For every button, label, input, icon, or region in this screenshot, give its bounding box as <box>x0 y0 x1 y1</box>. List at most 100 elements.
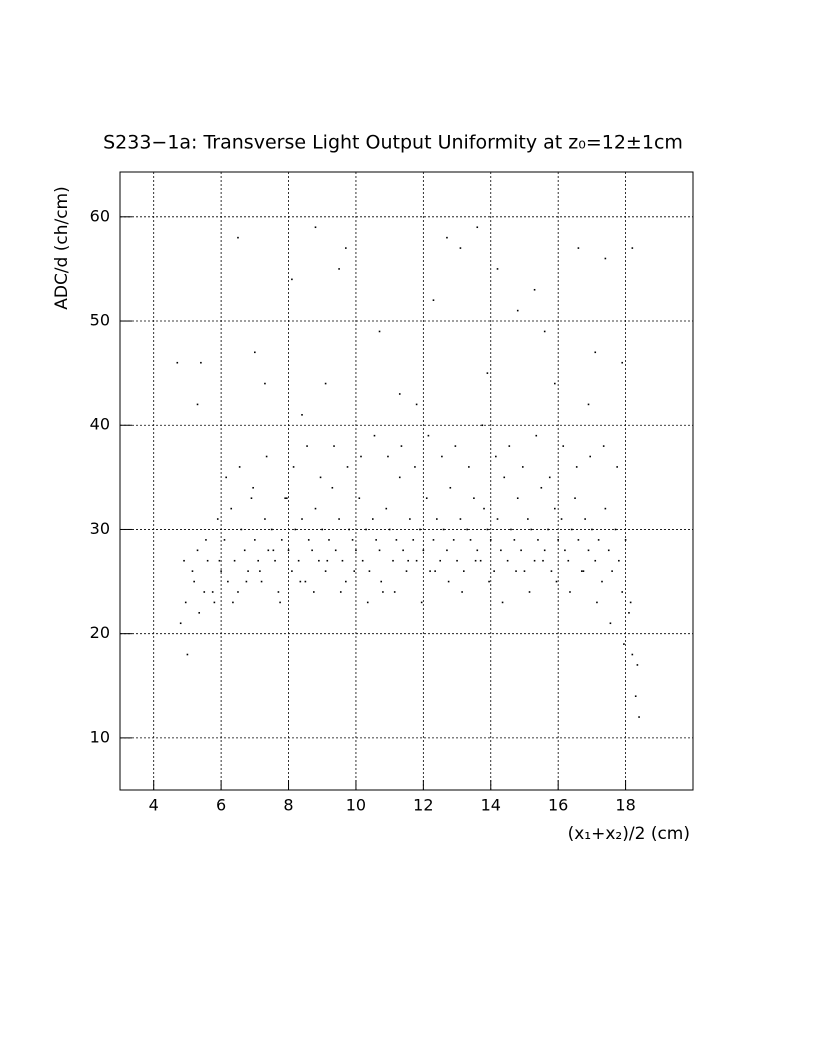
point <box>220 570 222 572</box>
point <box>616 466 618 468</box>
point <box>419 528 421 531</box>
point <box>473 497 475 499</box>
point <box>420 601 423 604</box>
point <box>569 591 571 593</box>
point <box>360 455 362 458</box>
point <box>297 559 300 562</box>
point <box>314 507 317 510</box>
point <box>634 695 637 698</box>
point <box>319 476 322 479</box>
point <box>314 226 317 229</box>
point <box>631 247 634 249</box>
point <box>414 466 416 468</box>
point <box>237 591 239 593</box>
point <box>286 497 288 499</box>
point <box>523 570 526 572</box>
point <box>245 580 248 583</box>
point <box>264 382 266 385</box>
point <box>203 591 206 593</box>
point <box>496 518 499 520</box>
point <box>385 507 388 510</box>
point <box>602 445 605 447</box>
point <box>382 591 384 593</box>
point <box>540 486 543 489</box>
point <box>488 580 490 583</box>
point <box>233 559 236 562</box>
point <box>267 549 270 552</box>
point <box>594 559 597 562</box>
point <box>533 559 536 562</box>
point <box>287 549 290 552</box>
point <box>503 476 506 479</box>
point <box>179 622 182 625</box>
point <box>272 549 275 552</box>
point <box>338 518 340 520</box>
point <box>345 580 347 583</box>
point <box>597 539 600 541</box>
point <box>554 382 556 385</box>
point <box>441 455 443 458</box>
point <box>481 424 484 427</box>
point <box>211 591 214 593</box>
point <box>200 361 202 364</box>
point <box>338 268 340 270</box>
point <box>489 539 492 541</box>
point <box>469 539 472 541</box>
point <box>547 528 549 531</box>
point <box>636 664 639 666</box>
point <box>313 591 315 593</box>
point <box>280 539 283 541</box>
point <box>594 351 597 354</box>
point <box>447 580 450 583</box>
point <box>604 257 607 260</box>
point <box>537 539 539 541</box>
x-tick-label: 14 <box>481 796 501 815</box>
point <box>520 549 522 552</box>
point <box>624 539 627 541</box>
point <box>238 466 241 468</box>
point <box>415 559 418 562</box>
point <box>638 716 640 718</box>
point <box>373 434 376 437</box>
point <box>324 570 327 572</box>
point <box>227 580 229 583</box>
point <box>205 539 207 541</box>
point <box>468 466 470 468</box>
point <box>378 549 381 552</box>
point <box>493 570 495 572</box>
y-tick-label: 60 <box>90 206 110 225</box>
point <box>270 528 273 531</box>
point <box>402 549 404 552</box>
point <box>570 528 573 531</box>
point <box>474 559 477 562</box>
point <box>213 601 216 604</box>
point <box>543 330 546 333</box>
point <box>587 403 590 406</box>
point <box>196 549 199 552</box>
point <box>486 372 489 374</box>
point <box>331 486 334 489</box>
point <box>436 518 438 520</box>
point <box>501 601 504 604</box>
point <box>454 445 457 447</box>
point <box>409 518 411 520</box>
point <box>415 403 418 406</box>
point <box>601 580 603 583</box>
point <box>614 528 617 531</box>
point <box>439 559 442 562</box>
point <box>355 549 357 552</box>
point <box>629 601 632 604</box>
point <box>513 539 516 541</box>
point <box>291 570 293 572</box>
point <box>449 486 452 489</box>
point <box>562 445 565 447</box>
point <box>274 559 276 562</box>
point <box>609 622 612 625</box>
point <box>550 570 553 572</box>
point <box>257 559 259 562</box>
point <box>191 570 194 572</box>
point <box>304 580 307 583</box>
point <box>500 549 502 552</box>
point <box>318 559 320 562</box>
